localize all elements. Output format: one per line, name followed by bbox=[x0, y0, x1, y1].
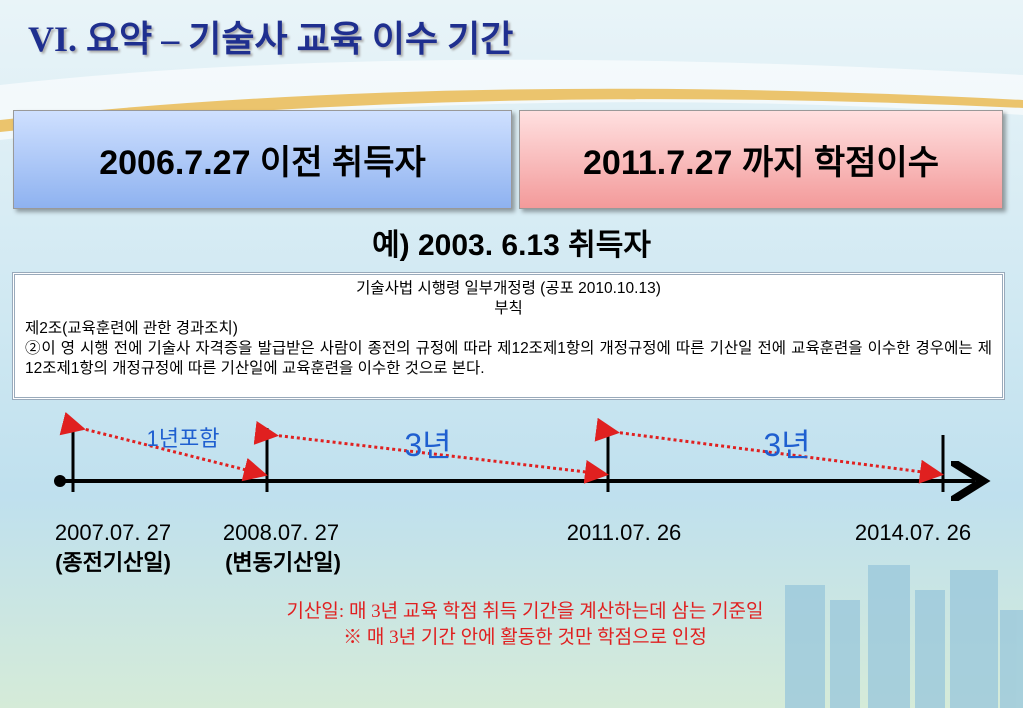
law-subheading: 부칙 bbox=[494, 300, 523, 317]
law-heading: 기술사법 시행령 일부개정령 (공포 2010.10.13) bbox=[356, 280, 661, 297]
date-note: (종전기산일) bbox=[55, 550, 171, 575]
law-box: 기술사법 시행령 일부개정령 (공포 2010.10.13) 부칙 제2조(교육… bbox=[12, 272, 1005, 400]
title: VI. 요약 – 기술사 교육 이수 기간 bbox=[28, 19, 514, 59]
law-article: 제2조(교육훈련에 관한 경과조치) bbox=[25, 320, 238, 337]
date: 2011.07. 26 bbox=[567, 520, 682, 545]
date: 2014.07. 26 bbox=[855, 520, 971, 545]
period-box: 2011.7.27 까지 학점이수 bbox=[519, 110, 1003, 209]
span-label: 3년 bbox=[404, 427, 451, 463]
date: 2008.07. 27 bbox=[223, 520, 339, 545]
date: 2007.07. 27 bbox=[55, 520, 171, 545]
note: 기산일: 매 3년 교육 학점 취득 기간을 계산하는데 삼는 기준일 bbox=[286, 600, 763, 622]
period-box: 2006.7.27 이전 취득자 bbox=[13, 110, 512, 209]
span-label: 1년포함 bbox=[147, 426, 220, 451]
example: 예) 2003. 6.13 취득자 bbox=[372, 229, 651, 262]
law-text: ②이 영 시행 전에 기술사 자격증을 발급받은 사람이 종전의 규정에 따라 … bbox=[25, 340, 992, 377]
note: ※ 매 3년 기간 안에 활동한 것만 학점으로 인정 bbox=[343, 626, 707, 648]
date-note: (변동기산일) bbox=[225, 550, 341, 575]
span-label: 3년 bbox=[763, 427, 810, 463]
